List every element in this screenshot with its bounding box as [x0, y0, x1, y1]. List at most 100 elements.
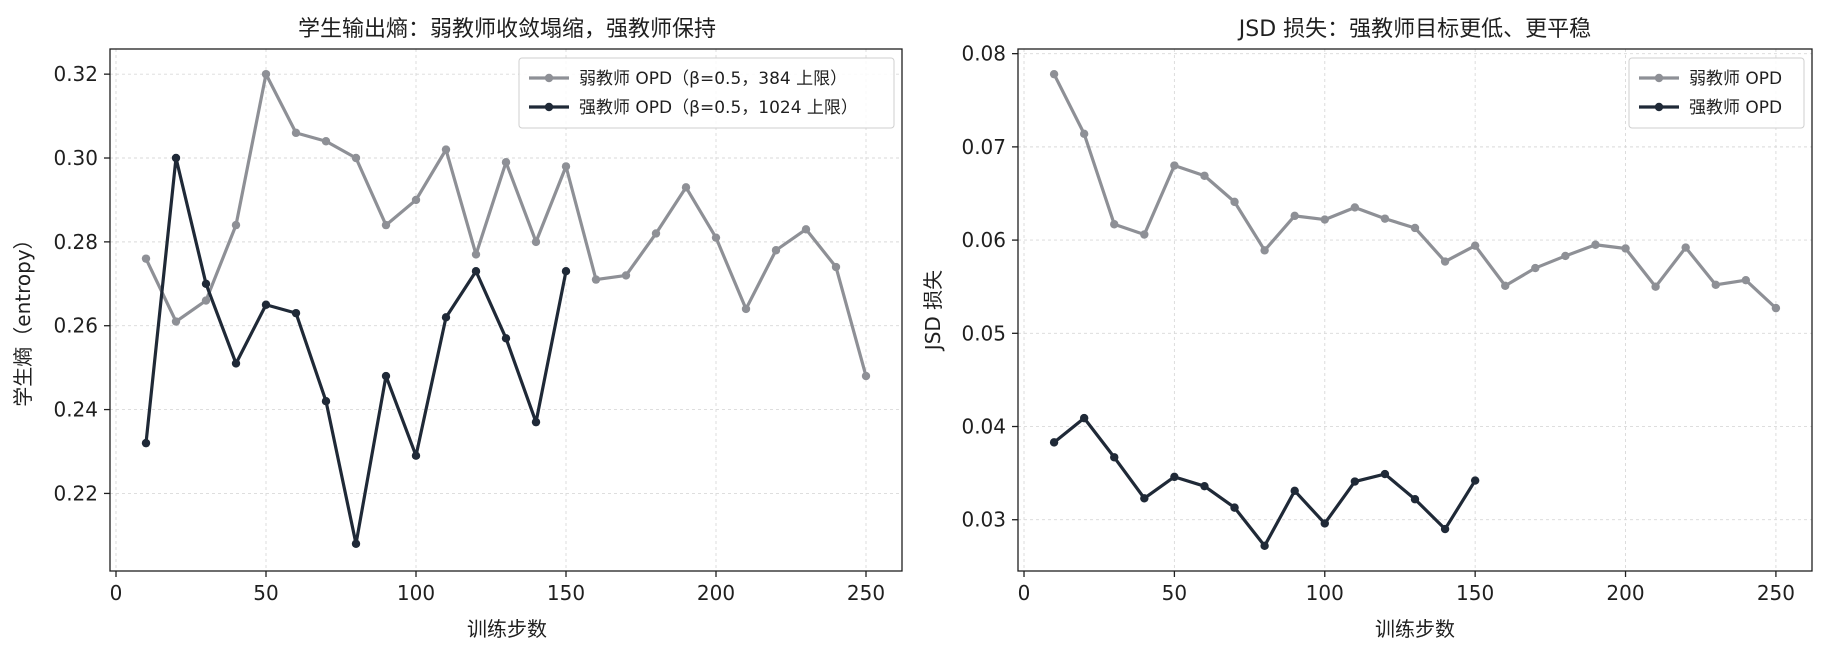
jsd-series-0-point	[1110, 220, 1119, 229]
entropy-x-axis-label: 训练步数	[467, 617, 547, 641]
entropy-y-tick-label: 0.22	[53, 481, 98, 505]
jsd-series-1-point	[1110, 453, 1119, 462]
jsd-legend-marker-0	[1654, 73, 1664, 83]
jsd-series-1-point	[1079, 413, 1089, 423]
jsd-series-1-point	[1049, 438, 1059, 447]
jsd-series-0-point	[1591, 240, 1600, 249]
entropy-series-1-point	[141, 438, 151, 448]
entropy-series-1-point	[351, 539, 361, 548]
jsd-series-1-line	[1052, 416, 1477, 548]
entropy-series-0-point	[261, 69, 271, 79]
entropy-series-1-point	[171, 153, 181, 163]
entropy-y-tick-label: 0.26	[53, 314, 98, 338]
jsd-x-tick-label: 100	[1306, 581, 1344, 605]
jsd-chart-title: JSD 损失：强教师目标更低、更平稳	[1237, 17, 1591, 42]
jsd-series-0-point	[1681, 243, 1690, 252]
jsd-legend-label-1: 强教师 OPD	[1689, 98, 1782, 118]
entropy-series-0-point	[351, 153, 361, 163]
entropy-series-0-point	[531, 237, 541, 247]
jsd-series-1-point	[1410, 495, 1420, 504]
entropy-series-0-point	[801, 225, 811, 234]
entropy-x-tick-label: 100	[397, 581, 435, 605]
jsd-series-1-point	[1260, 541, 1269, 551]
jsd-legend-marker-1	[1654, 102, 1664, 112]
jsd-y-tick-label: 0.05	[961, 321, 1006, 345]
jsd-x-tick-label: 150	[1456, 581, 1494, 605]
jsd-x-tick-label: 250	[1757, 581, 1795, 605]
entropy-series-0-point	[321, 137, 331, 146]
entropy-y-tick-label: 0.30	[53, 146, 98, 170]
jsd-series-0-point	[1621, 244, 1630, 253]
jsd-series-0-point	[1531, 263, 1540, 273]
jsd-series-1-point	[1290, 486, 1299, 496]
jsd-series-1-point	[1470, 476, 1480, 485]
jsd-series-0-point	[1260, 246, 1269, 255]
entropy-series-1-point	[501, 334, 511, 343]
jsd-plot-frame	[1017, 48, 1813, 572]
jsd-series-1-point	[1440, 524, 1450, 534]
entropy-series-0-point	[141, 254, 151, 263]
jsd-series-1-point	[1380, 469, 1390, 479]
entropy-series-1-point	[321, 396, 331, 406]
entropy-series-0-point	[861, 371, 871, 381]
entropy-series-0-point	[561, 162, 571, 171]
jsd-series-0-point	[1741, 275, 1751, 285]
jsd-series-0-point	[1079, 129, 1089, 139]
entropy-series-1-point	[411, 451, 421, 460]
jsd-series-0-point	[1290, 211, 1299, 221]
entropy-chart-panel: 学生输出熵：弱教师收敛塌缩，强教师保持 训练步数 学生熵（entropy） 0 5…	[11, 17, 903, 641]
entropy-x-tick-label: 250	[847, 581, 885, 605]
jsd-series-0-point	[1049, 69, 1059, 79]
entropy-series-0-point	[771, 246, 781, 255]
entropy-legend	[518, 57, 895, 129]
entropy-legend-marker-1	[544, 102, 554, 112]
jsd-x-tick-label: 200	[1606, 581, 1644, 605]
jsd-y-tick-label: 0.03	[961, 508, 1006, 532]
jsd-series-0-point	[1470, 241, 1480, 250]
jsd-y-tick-label: 0.04	[961, 415, 1006, 439]
jsd-series-0-point	[1561, 251, 1570, 261]
entropy-series-1-point	[201, 279, 211, 288]
jsd-series-0-point	[1440, 257, 1450, 266]
entropy-y-axis-label: 学生熵（entropy）	[11, 229, 35, 406]
entropy-y-tick-label: 0.28	[53, 230, 98, 254]
entropy-x-tick-label: 200	[697, 581, 735, 605]
entropy-y-tick-label: 0.32	[53, 62, 98, 86]
jsd-series-1-point	[1350, 477, 1360, 486]
entropy-series-0-point	[441, 145, 451, 154]
jsd-series-1-point	[1230, 503, 1239, 512]
jsd-series-0-point	[1501, 281, 1510, 290]
entropy-series-0-point	[381, 220, 391, 230]
entropy-series-0-point	[291, 128, 301, 138]
entropy-series-0-point	[651, 229, 661, 238]
entropy-series-1-point	[531, 417, 541, 427]
entropy-series-1-point	[561, 267, 571, 276]
entropy-x-tick-label: 150	[547, 581, 585, 605]
entropy-y-tick-label: 0.24	[53, 398, 98, 422]
jsd-series-0-point	[1320, 215, 1329, 224]
jsd-series-0-point	[1771, 303, 1781, 313]
jsd-y-tick-label: 0.08	[961, 42, 1006, 66]
entropy-series-0-point	[171, 317, 181, 326]
entropy-series-0-point	[591, 275, 601, 284]
entropy-series-1-point	[441, 313, 451, 322]
entropy-series-0-point	[201, 296, 211, 305]
entropy-series-1-point	[231, 359, 241, 368]
entropy-series-0-point	[411, 195, 421, 205]
jsd-series-0-point	[1230, 197, 1239, 207]
jsd-series-0-point	[1380, 214, 1390, 223]
entropy-series-0-point	[681, 183, 691, 192]
entropy-x-tick-label: 50	[253, 581, 278, 605]
jsd-series-0-point	[1711, 280, 1720, 290]
entropy-legend-marker-0	[544, 73, 554, 83]
entropy-x-tick-label: 0	[110, 581, 123, 605]
jsd-series-0-point	[1651, 282, 1660, 291]
jsd-series-0-point	[1200, 171, 1209, 180]
jsd-y-tick-label: 0.07	[961, 135, 1006, 159]
entropy-plot-frame	[109, 48, 903, 572]
entropy-series-0-point	[831, 262, 841, 272]
entropy-chart-title: 学生输出熵：弱教师收敛塌缩，强教师保持	[298, 17, 716, 42]
jsd-series-1-point	[1320, 519, 1329, 528]
entropy-series-0-point	[621, 271, 631, 280]
jsd-y-tick-label: 0.06	[961, 228, 1006, 252]
